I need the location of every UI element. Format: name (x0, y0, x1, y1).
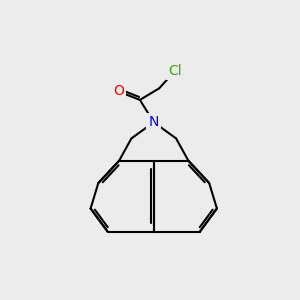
Text: Cl: Cl (169, 64, 182, 78)
Text: N: N (148, 115, 159, 129)
Text: O: O (113, 84, 124, 98)
